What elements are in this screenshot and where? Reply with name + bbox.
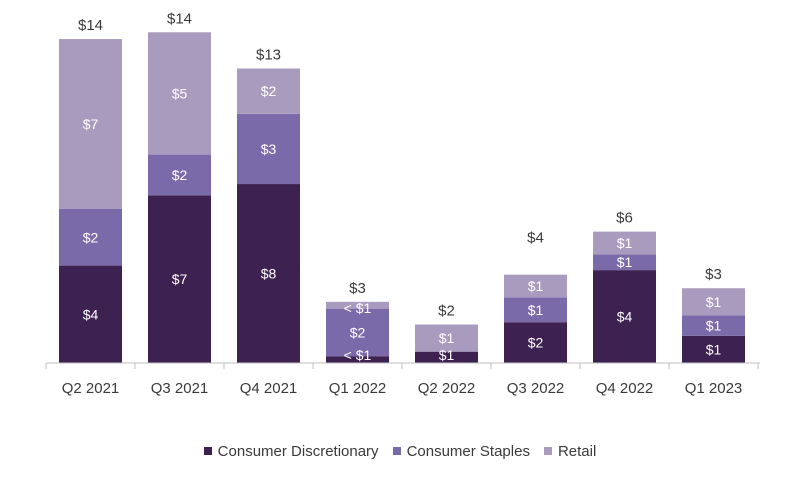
legend-item-consumer-discretionary: Consumer Discretionary — [203, 442, 379, 460]
x-tick-label: Q4 2022 — [596, 380, 654, 397]
x-tick-label: Q4 2021 — [240, 380, 298, 397]
legend-item-consumer-staples: Consumer Staples — [392, 442, 530, 460]
bar-segment — [326, 308, 389, 357]
bar-segment — [415, 324, 478, 352]
segment-value-label: $2 — [261, 83, 277, 99]
segment-value-label: $7 — [172, 271, 188, 287]
bar-segment — [326, 301, 389, 309]
segment-value-label: $3 — [261, 141, 277, 157]
legend: Consumer Discretionary Consumer Staples … — [0, 440, 800, 462]
x-tick-label: Q3 2021 — [151, 380, 209, 397]
segment-value-label: $4 — [83, 306, 99, 322]
bar-segment — [237, 68, 300, 114]
legend-swatch — [392, 447, 401, 455]
segment-value-label: $1 — [617, 235, 633, 251]
segment-value-label: $1 — [528, 302, 544, 318]
x-tick-marks — [45, 363, 759, 369]
segment-value-label: $1 — [706, 341, 722, 357]
bar-segment — [59, 39, 122, 209]
stacked-bar-chart: $4$2$7$7$2$5$8$3$2< $1$2< $1$1$1 $2$1$1$4… — [45, 10, 760, 397]
bar-segment — [682, 288, 745, 316]
segment-value-label: $7 — [83, 116, 99, 132]
x-tick-label: Q2 2022 — [418, 380, 476, 397]
total-value-label: $14 — [78, 17, 103, 34]
bar-segment — [415, 351, 478, 363]
bar-segment — [593, 231, 656, 255]
segment-value-label: $5 — [172, 85, 188, 101]
bar-segment — [148, 32, 211, 155]
total-value-label: $14 — [167, 10, 192, 27]
legend-swatch — [203, 447, 212, 455]
bar-segment — [682, 335, 745, 363]
bar-segment — [59, 265, 122, 363]
segment-value-label: $1 — [439, 347, 455, 363]
segment-value-label: < $1 — [344, 347, 372, 363]
segment-value-label: $2 — [83, 229, 99, 245]
bar-segment — [682, 315, 745, 336]
total-value-label: $3 — [349, 280, 366, 297]
segment-value-label: < $1 — [344, 300, 372, 316]
bar-segment — [148, 154, 211, 196]
segment-value-label: $1 — [706, 294, 722, 310]
total-value-label: $13 — [256, 47, 281, 64]
bar-segment — [593, 254, 656, 271]
legend-label: Consumer Staples — [406, 442, 530, 460]
bar-segment — [237, 113, 300, 185]
x-tick-label: Q2 2021 — [62, 380, 120, 397]
segment-value-label: $1 — [706, 318, 722, 334]
segment-labels-layer: $4$2$7$7$2$5$8$3$2< $1$2< $1$1$1 $2$1$1$4… — [83, 83, 722, 363]
segment-value-label: $4 — [617, 309, 633, 325]
segment-value-label: $8 — [261, 266, 277, 282]
total-value-label: $3 — [705, 266, 722, 283]
legend-swatch — [543, 447, 552, 455]
x-tick-label: Q1 2022 — [329, 380, 387, 397]
x-tick-label: Q1 2023 — [685, 380, 743, 397]
segment-value-label: $1 — [528, 278, 544, 294]
bar-segment — [326, 356, 389, 363]
total-labels-layer: $14 $14 $13 $3 $2 $4 $6 $3 — [78, 10, 722, 319]
segment-value-label: $2 — [172, 167, 188, 183]
bars-layer — [59, 32, 745, 363]
total-value-label: $2 — [438, 302, 455, 319]
bar-segment — [237, 184, 300, 363]
legend-item-retail: Retail — [543, 442, 597, 460]
bar-segment — [593, 270, 656, 363]
bar-segment — [504, 297, 567, 323]
total-value-label: $4 — [527, 230, 544, 247]
x-tick-labels: Q2 2021 Q3 2021 Q4 2021 Q1 2022 Q2 2022 Q3 20… — [62, 380, 743, 397]
bar-segment — [148, 195, 211, 363]
legend-label: Retail — [557, 442, 597, 460]
bar-segment — [504, 322, 567, 363]
legend-label: Consumer Discretionary — [217, 442, 379, 460]
segment-value-label: $2 — [350, 324, 366, 340]
total-value-label: $6 — [616, 210, 633, 227]
x-tick-label: Q3 2022 — [507, 380, 565, 397]
bar-segment — [59, 208, 122, 266]
segment-value-label: $1 — [617, 254, 633, 270]
segment-value-label: $1 — [439, 330, 455, 346]
segment-value-label: $2 — [528, 335, 544, 351]
bar-segment — [504, 274, 567, 298]
